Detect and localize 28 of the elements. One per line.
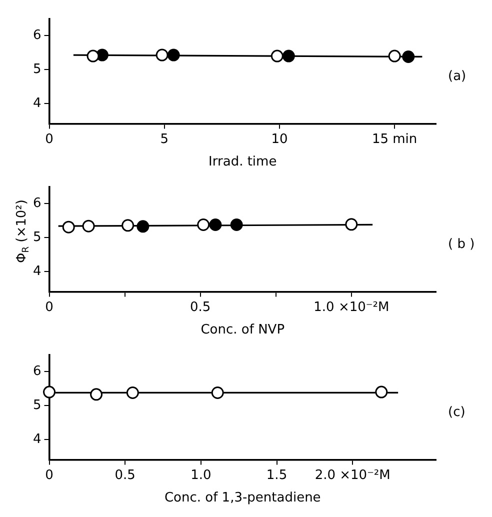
y-tick-label: 4	[32, 96, 42, 111]
text: (c)	[448, 404, 466, 420]
x-tick-label: 1.5	[266, 468, 288, 483]
x-tick-label: 0	[45, 132, 54, 147]
y-axis-title: ΦR (×10²)	[14, 200, 32, 264]
x-tick-label: 1.0	[190, 468, 212, 483]
x-tick-label: 0	[45, 300, 54, 315]
x-axis-title: Irrad. time	[208, 154, 277, 170]
x-axis-title: Conc. of NVP	[200, 322, 285, 338]
y-tick-label: 6	[32, 28, 42, 44]
y-tick-label: 6	[32, 196, 42, 212]
y-tick-label: 4	[32, 432, 42, 447]
x-tick-label: 0	[45, 468, 54, 483]
y-tick-label: 6	[32, 364, 42, 380]
y-tick-label: 5	[32, 398, 42, 413]
x-tick-label: 15 min	[372, 132, 418, 147]
x-tick-label: 1.0 ×10⁻²M	[314, 300, 390, 315]
text: ( b )	[448, 236, 475, 252]
x-axis-title: Conc. of 1,3-pentadiene	[164, 490, 321, 506]
y-tick-label: 4	[32, 264, 42, 279]
x-tick-label: 0.5	[114, 468, 136, 483]
text: (a)	[448, 68, 466, 84]
y-tick-label: 5	[32, 62, 42, 77]
x-tick-label: 10	[271, 132, 288, 147]
x-tick-label: 0.5	[190, 300, 211, 315]
x-tick-label: 2.0 ×10⁻²M	[314, 468, 390, 483]
x-tick-label: 5	[160, 132, 169, 147]
y-tick-label: 5	[32, 230, 42, 245]
